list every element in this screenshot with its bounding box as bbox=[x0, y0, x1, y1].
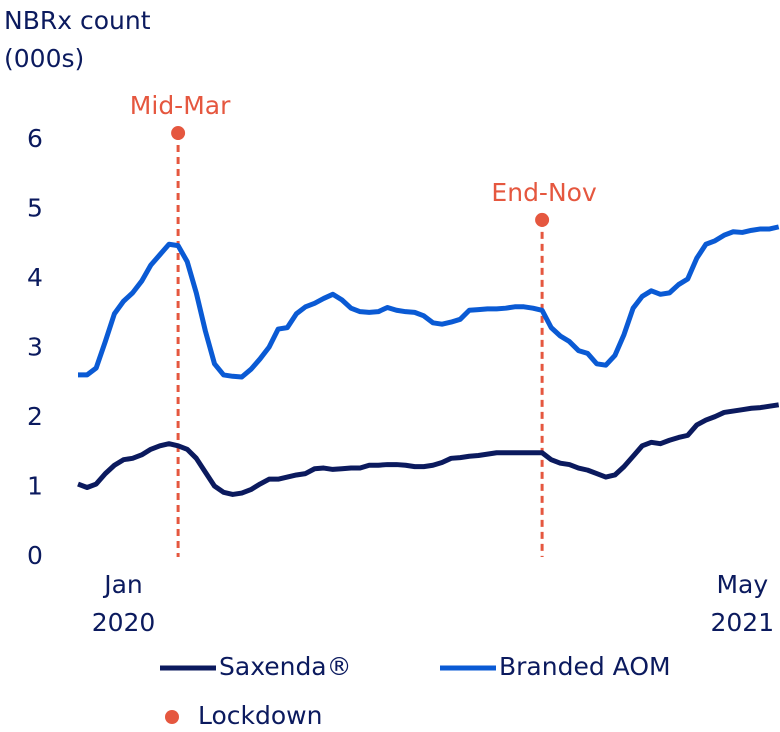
x-tick-label: Jan 2020 bbox=[91, 570, 156, 637]
lockdown-dot bbox=[535, 212, 550, 227]
y-axis-title: NBRx count (000s) bbox=[4, 6, 151, 73]
y-tick-label: 1 bbox=[27, 472, 43, 501]
series-line bbox=[78, 224, 780, 380]
legend-label: Lockdown bbox=[198, 701, 322, 730]
y-tick-label: 2 bbox=[27, 402, 43, 431]
lockdown-dot bbox=[171, 126, 186, 141]
series-line bbox=[77, 402, 780, 497]
legend-swatch bbox=[165, 710, 179, 724]
x-tick-label: May 2021 bbox=[710, 570, 775, 637]
y-tick-label: 4 bbox=[27, 263, 43, 292]
y-tick-label: 3 bbox=[27, 333, 43, 362]
lockdown-label: Mid-Mar bbox=[130, 91, 231, 120]
y-tick-label: 0 bbox=[27, 541, 43, 570]
y-tick-label: 6 bbox=[27, 124, 43, 153]
legend-label: Saxenda® bbox=[219, 652, 352, 681]
y-tick-label: 5 bbox=[27, 194, 43, 223]
legend-label: Branded AOM bbox=[499, 652, 671, 681]
lockdown-label: End-Nov bbox=[491, 178, 597, 207]
